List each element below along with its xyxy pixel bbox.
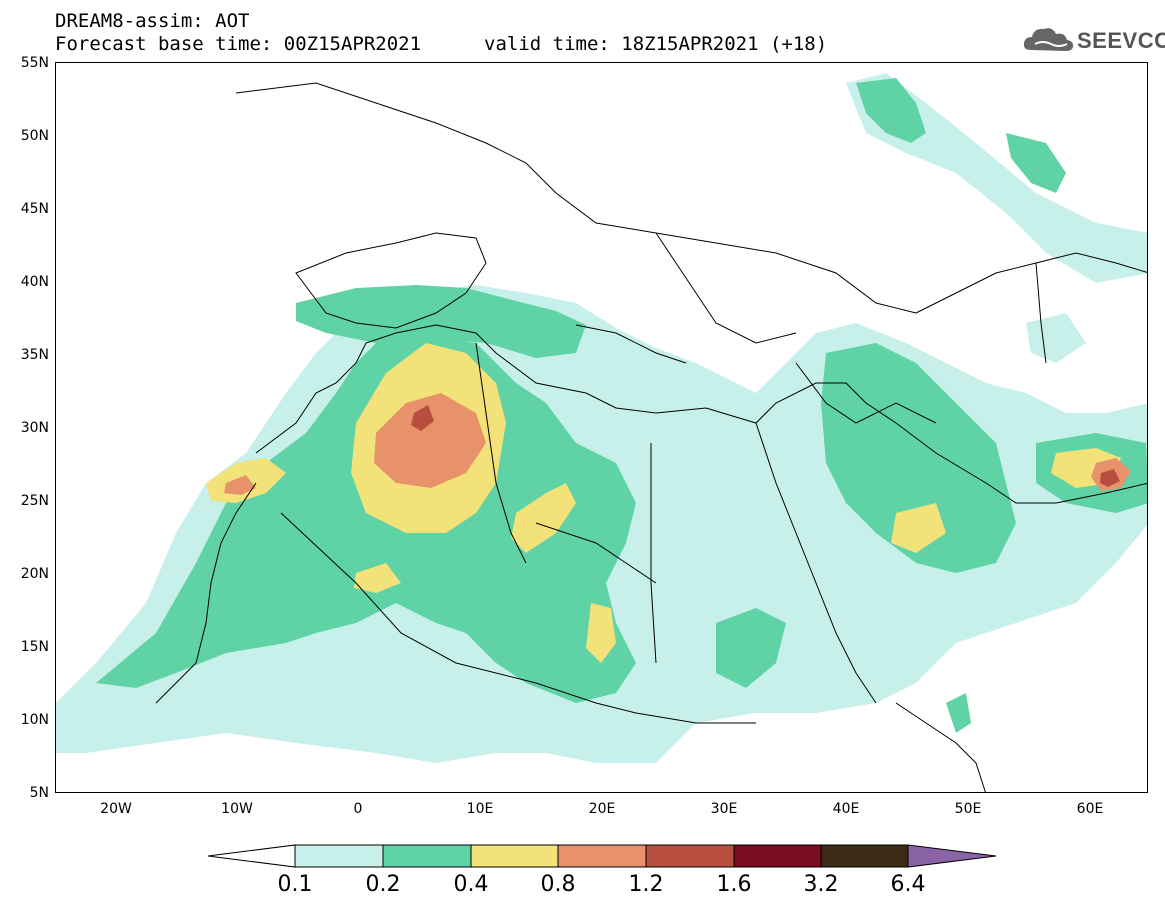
lon-tick: 50E [954,801,982,817]
forecast-base-time: Forecast base time: 00Z15APR2021 [55,33,422,55]
colorbar-segment [470,844,559,868]
colorbar-segment [733,844,822,868]
colorbar-segment [382,844,472,868]
lon-tick: 0 [353,801,363,817]
lon-tick: 30E [710,801,738,817]
lat-tick: 45N [20,201,49,217]
lon-tick: 20W [100,801,132,817]
colorbar-segment [820,844,909,868]
colorbar-label: 1.6 [716,872,752,897]
aot-field-1-2 [411,405,1120,487]
lon-tick: 10E [466,801,494,817]
colorbar-label: 1.2 [628,872,664,897]
lon-tick: 20E [588,801,616,817]
lon-tick: 40E [832,801,860,817]
cloud-icon [1023,28,1074,51]
lat-tick: 35N [20,347,49,363]
lat-tick: 55N [20,55,49,71]
colorbar [207,844,997,868]
colorbar-segment [645,844,735,868]
seevccc-logo: SEEVCCC [1021,22,1165,58]
colorbar-label: 0.8 [540,872,576,897]
lat-tick: 20N [20,566,49,582]
lon-tick: 10W [221,801,253,817]
lat-tick: 5N [29,785,49,801]
lat-tick: 40N [20,274,49,290]
valid-time: valid time: 18Z15APR2021 (+18) [484,33,828,55]
colorbar-label: 0.1 [277,872,313,897]
colorbar-segment [294,844,384,868]
coastlines-borders [155,82,1147,792]
colorbar-segment [557,844,647,868]
colorbar-label: 6.4 [890,872,926,897]
lat-tick: 25N [20,493,49,509]
colorbar-arrow-high [907,844,997,868]
lon-tick: 60E [1076,801,1104,817]
lat-tick: 30N [20,420,49,436]
logo-text: SEEVCCC [1077,28,1165,53]
colorbar-arrow-low [207,844,296,868]
lat-tick: 50N [20,128,49,144]
map-area [55,62,1148,793]
lat-tick: 15N [20,639,49,655]
colorbar-label: 0.4 [453,872,489,897]
aot-map [56,73,1147,792]
chart-title: DREAM8-assim: AOT [55,10,250,32]
colorbar-label: 0.2 [365,872,401,897]
lat-tick: 10N [20,712,49,728]
colorbar-label: 3.2 [803,872,839,897]
